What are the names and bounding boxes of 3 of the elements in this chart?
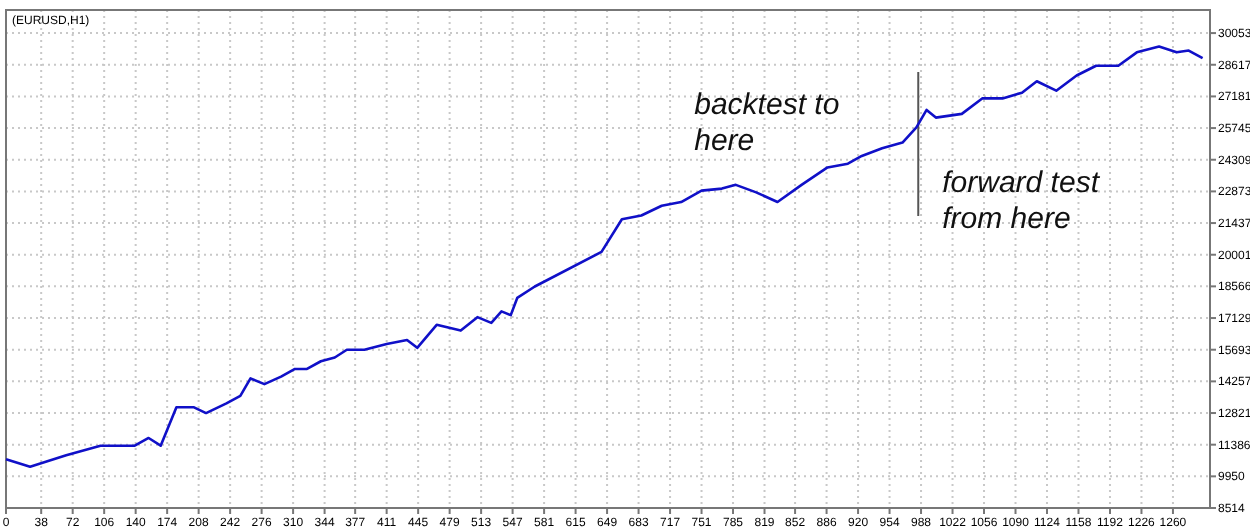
line-series	[4, 45, 1204, 468]
annotation: backtest to here	[694, 88, 840, 158]
annotation: forward test from here	[942, 166, 1101, 236]
